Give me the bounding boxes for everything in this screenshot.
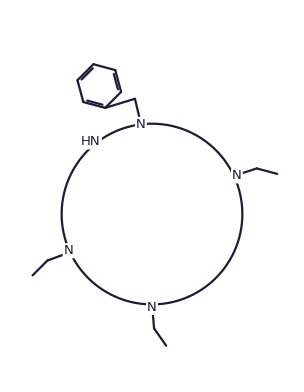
Text: N: N: [136, 118, 146, 131]
Text: N: N: [232, 169, 242, 182]
Text: N: N: [147, 301, 157, 314]
Text: N: N: [64, 244, 74, 257]
Text: HN: HN: [81, 135, 101, 149]
